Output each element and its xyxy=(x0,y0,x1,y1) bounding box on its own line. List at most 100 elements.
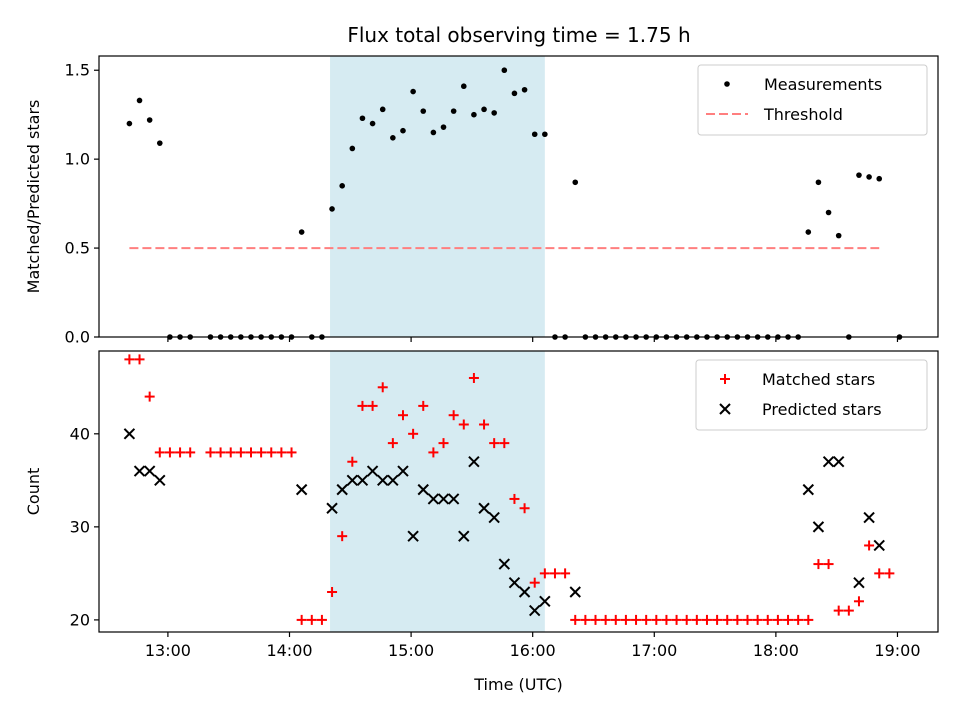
y-tick-label: 0.5 xyxy=(65,239,90,258)
data-point xyxy=(458,419,469,430)
data-point xyxy=(286,447,297,458)
data-point xyxy=(146,117,153,123)
data-point xyxy=(366,465,379,477)
data-point xyxy=(430,129,437,136)
data-point xyxy=(326,502,338,514)
x-tick-label: 14:00 xyxy=(266,641,312,660)
data-point xyxy=(511,90,518,97)
data-point xyxy=(410,88,416,95)
data-point xyxy=(549,568,560,579)
data-point xyxy=(620,614,631,625)
data-point xyxy=(772,614,783,625)
data-point xyxy=(458,530,470,542)
series-measurements xyxy=(126,67,903,340)
data-point xyxy=(367,400,378,411)
data-point xyxy=(123,428,136,440)
observing-span xyxy=(330,56,545,337)
data-point xyxy=(357,400,368,411)
data-point xyxy=(481,106,487,113)
legend-box xyxy=(697,64,928,136)
data-point xyxy=(521,86,528,93)
data-point xyxy=(722,614,733,625)
data-point xyxy=(329,206,335,212)
data-point xyxy=(256,447,267,458)
data-point xyxy=(600,614,611,625)
data-point xyxy=(752,614,763,625)
data-point xyxy=(336,483,348,496)
data-point xyxy=(245,447,256,458)
data-point xyxy=(347,456,358,467)
data-point xyxy=(508,576,521,589)
data-point xyxy=(610,614,621,625)
legend-marker xyxy=(724,81,730,87)
data-point xyxy=(501,67,508,74)
data-point xyxy=(843,605,854,616)
y-tick-label: 40 xyxy=(70,424,90,443)
data-point xyxy=(306,614,317,625)
x-tick-label: 16:00 xyxy=(510,641,556,660)
data-point xyxy=(143,465,156,477)
data-point xyxy=(479,419,490,430)
y-axis-label: Count xyxy=(24,468,43,516)
axes-frame xyxy=(98,55,939,338)
data-point xyxy=(651,614,662,625)
data-point xyxy=(468,456,480,468)
data-point xyxy=(440,124,447,130)
data-point xyxy=(488,511,500,524)
data-point xyxy=(215,447,226,458)
top-panel: 0.0 0.5 1.0 1.5 Matched/Predicted stars Measu… xyxy=(24,55,939,347)
data-point xyxy=(377,474,389,487)
data-point xyxy=(531,131,538,138)
data-point xyxy=(185,447,196,458)
data-point xyxy=(417,483,429,496)
data-point xyxy=(400,127,406,134)
y-tick-label: 1.5 xyxy=(65,61,90,80)
data-point xyxy=(803,614,814,625)
data-point xyxy=(468,372,479,383)
data-point xyxy=(437,493,450,505)
data-point xyxy=(498,558,511,570)
x-tick-label: 17:00 xyxy=(631,641,677,660)
data-point xyxy=(499,438,510,449)
data-point xyxy=(356,474,369,487)
data-point xyxy=(805,229,812,235)
legend-label: Threshold xyxy=(763,105,843,124)
data-point xyxy=(397,410,408,421)
data-point xyxy=(346,474,359,487)
data-point xyxy=(124,354,135,365)
data-point xyxy=(874,568,885,579)
data-point xyxy=(420,108,427,114)
data-point xyxy=(154,474,166,487)
data-point xyxy=(822,456,835,468)
data-point xyxy=(387,474,399,487)
data-point xyxy=(509,493,520,504)
data-point xyxy=(316,614,327,625)
data-point xyxy=(407,530,419,542)
data-point xyxy=(560,568,571,579)
x-axis-label: Time (UTC) xyxy=(473,675,562,694)
data-point xyxy=(296,614,307,625)
legend-marker xyxy=(720,374,730,384)
data-point xyxy=(298,229,305,235)
data-point xyxy=(793,614,804,625)
axes-frame xyxy=(98,350,939,633)
legend-label: Predicted stars xyxy=(762,400,882,419)
data-point xyxy=(156,140,163,146)
data-point xyxy=(732,614,743,625)
data-point xyxy=(856,172,862,178)
data-point xyxy=(864,540,875,551)
data-point xyxy=(225,447,236,458)
data-point xyxy=(418,400,429,411)
data-point xyxy=(835,232,842,239)
data-point xyxy=(863,511,875,524)
x-tick-label: 15:00 xyxy=(388,641,434,660)
data-point xyxy=(580,614,591,625)
data-point xyxy=(833,605,844,616)
series-matched-stars xyxy=(124,354,895,625)
data-point xyxy=(813,559,824,570)
y-tick-label: 1.0 xyxy=(65,150,90,169)
y-tick-label: 0.0 xyxy=(65,328,90,347)
data-point xyxy=(762,614,773,625)
data-point xyxy=(742,614,753,625)
